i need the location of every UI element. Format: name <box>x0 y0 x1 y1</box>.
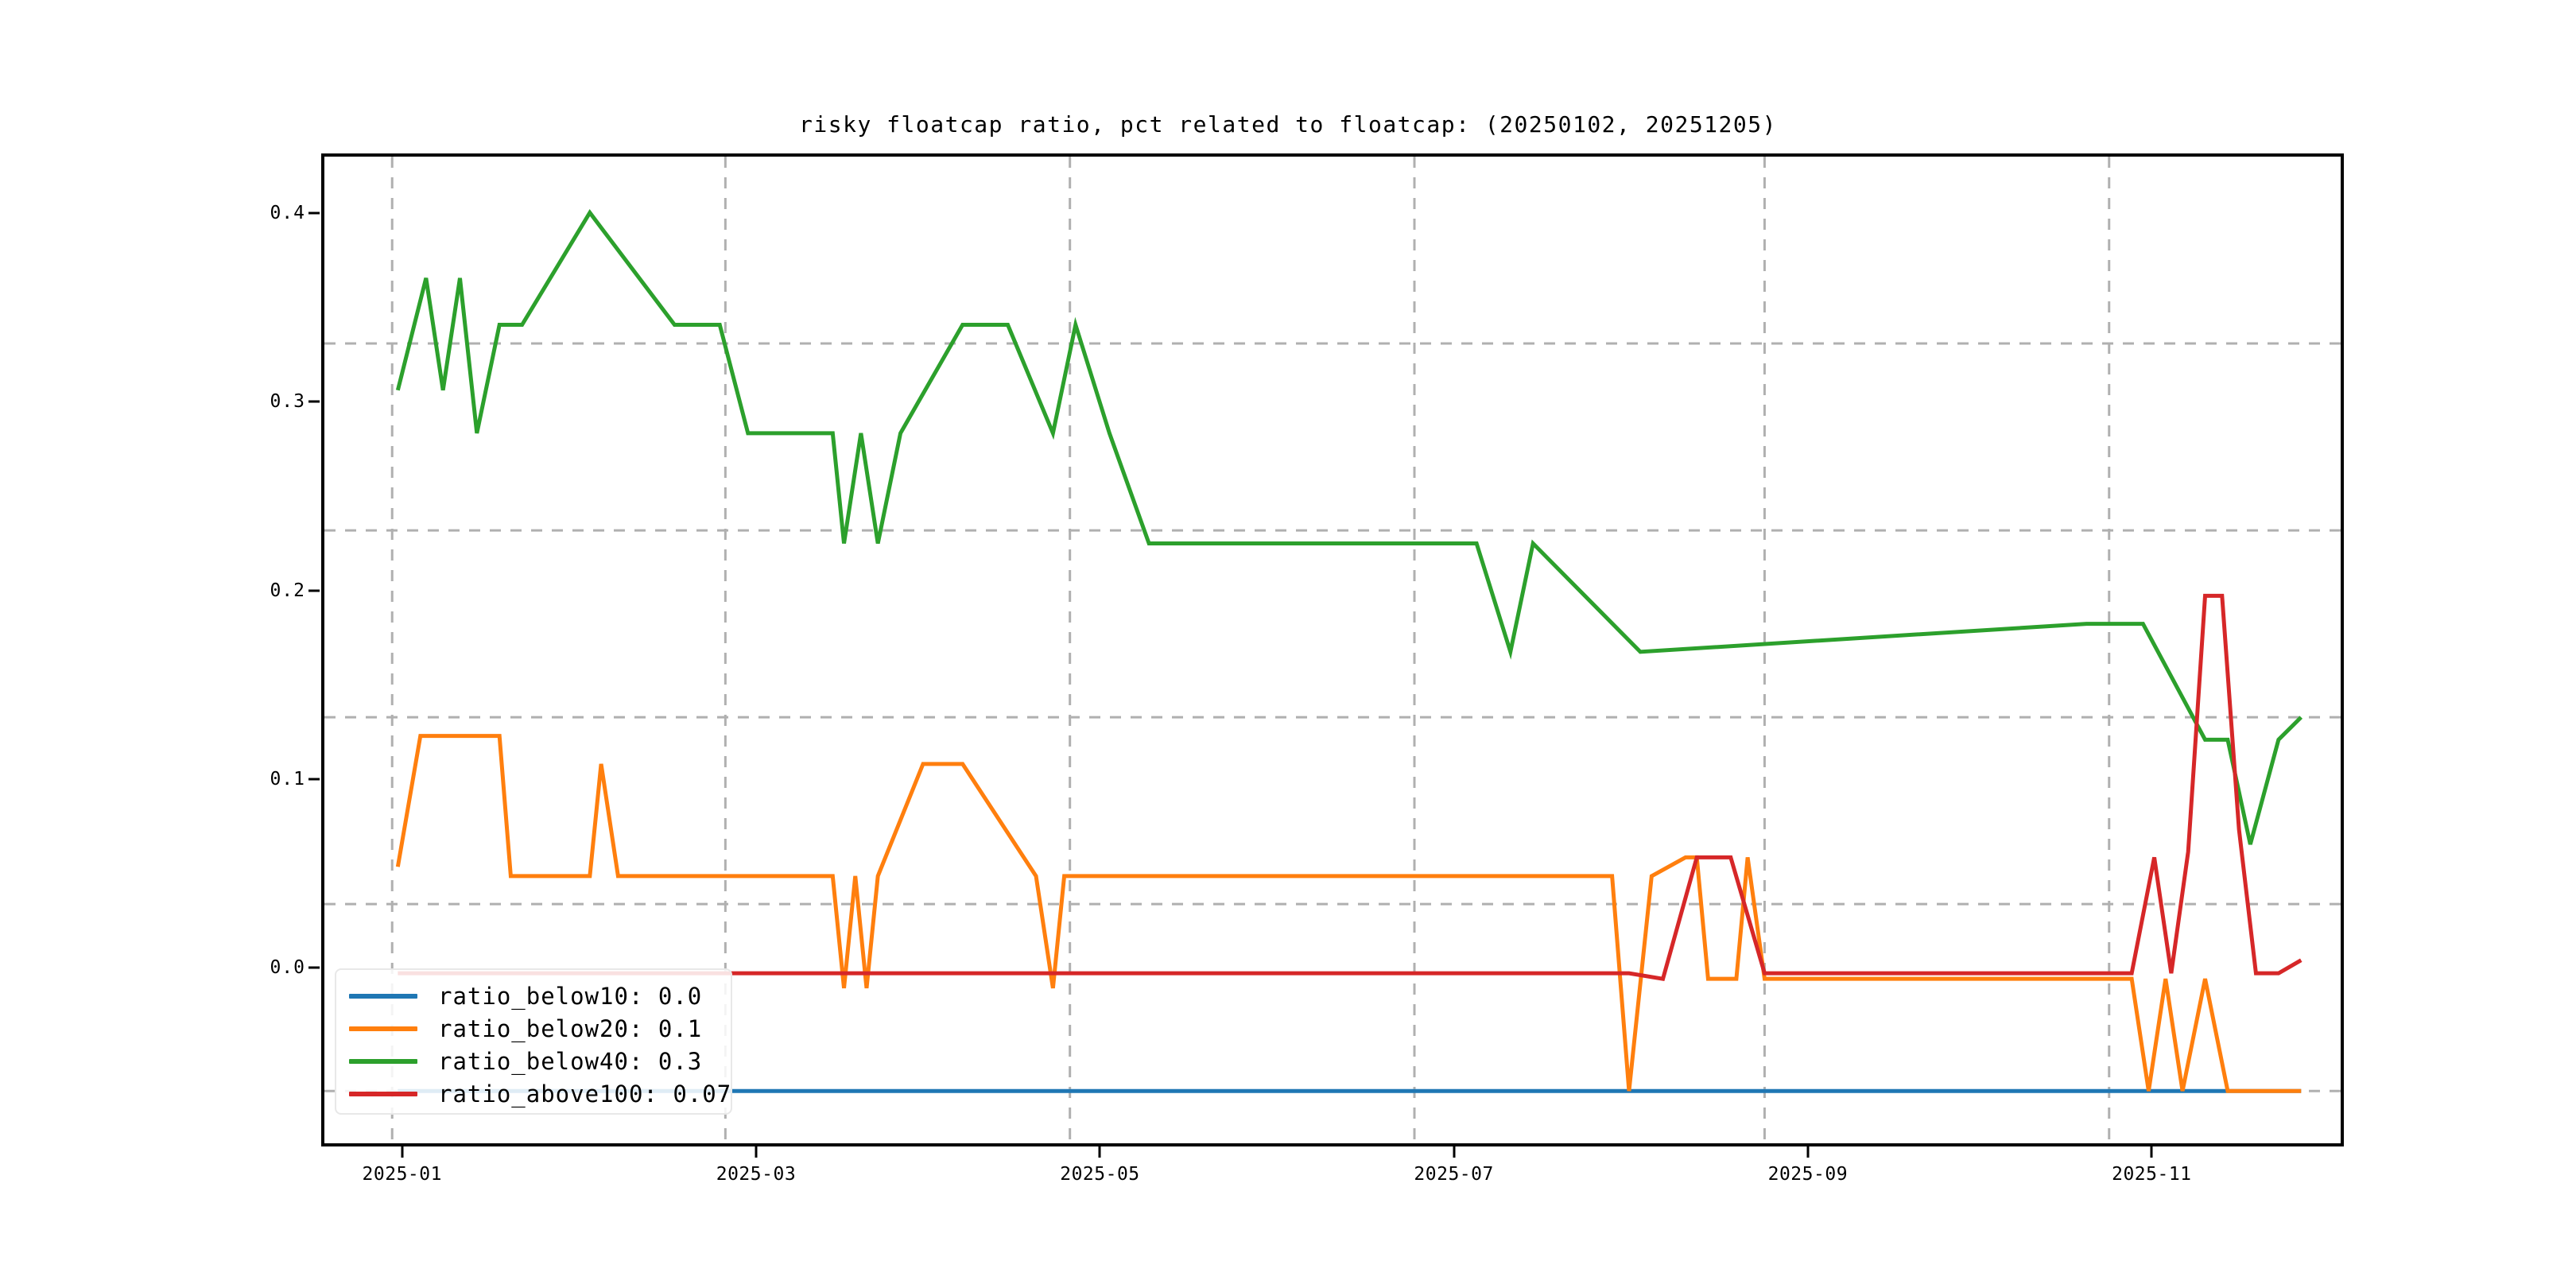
data-series-layer <box>395 209 2303 1093</box>
y-tick-label: 0.1 <box>270 768 305 789</box>
x-tick-label: 2025-01 <box>362 1164 442 1185</box>
legend-label: ratio_below40: 0.3 <box>438 1047 703 1075</box>
legend-item[interactable]: ratio_below40: 0.3 <box>349 1045 718 1077</box>
y-tick-mark <box>308 778 320 781</box>
legend-color-swatch-below10 <box>349 993 417 999</box>
legend-item[interactable]: ratio_above100: 0.07 <box>349 1077 731 1110</box>
y-tick-label: 0.4 <box>270 202 305 223</box>
y-tick-mark <box>308 966 320 969</box>
x-tick-mark <box>1098 1146 1101 1158</box>
y-tick-mark <box>308 589 320 592</box>
y-tick-mark <box>308 400 320 403</box>
x-tick-label: 2025-03 <box>716 1164 797 1185</box>
x-tick-label: 2025-07 <box>1414 1164 1494 1185</box>
legend-label: ratio_below10: 0.0 <box>438 982 703 1010</box>
y-tick-mark <box>308 211 320 215</box>
series-line-ratio_below20 <box>395 734 2302 1093</box>
x-tick-label: 2025-11 <box>2112 1164 2192 1185</box>
y-tick-label: 0.2 <box>270 580 305 601</box>
x-tick-mark <box>755 1146 758 1158</box>
x-tick-mark <box>401 1146 404 1158</box>
y-tick-label: 0.3 <box>270 391 305 413</box>
legend-color-swatch-below20 <box>349 1026 417 1031</box>
series-line-ratio_above100 <box>398 593 2302 982</box>
x-axis-tick-labels: 2025-01 2025-03 2025-05 2025-07 2025-09 … <box>321 1146 2344 1194</box>
legend-color-swatch-above100 <box>349 1091 417 1096</box>
y-tick-label: 0.0 <box>270 957 305 979</box>
legend-item[interactable]: ratio_below10: 0.0 <box>349 980 718 1012</box>
y-axis-tick-labels: 0.4 0.3 0.2 0.1 0.0 <box>223 153 320 1146</box>
legend-color-swatch-below40 <box>349 1058 417 1064</box>
chart-legend[interactable]: ratio_below10: 0.0 ratio_below20: 0.1 ra… <box>335 968 732 1115</box>
x-tick-mark <box>2150 1146 2153 1158</box>
x-tick-mark <box>1806 1146 1810 1158</box>
legend-label: ratio_below20: 0.1 <box>438 1014 703 1042</box>
x-tick-label: 2025-05 <box>1060 1164 1140 1185</box>
chart-title: risky floatcap ratio, pct related to flo… <box>799 111 1777 138</box>
x-tick-label: 2025-09 <box>1767 1164 1849 1185</box>
legend-item[interactable]: ratio_below20: 0.1 <box>349 1012 718 1045</box>
x-tick-mark <box>1453 1146 1456 1158</box>
legend-label: ratio_above100: 0.07 <box>438 1080 732 1108</box>
series-line-ratio_below40 <box>395 209 2303 845</box>
